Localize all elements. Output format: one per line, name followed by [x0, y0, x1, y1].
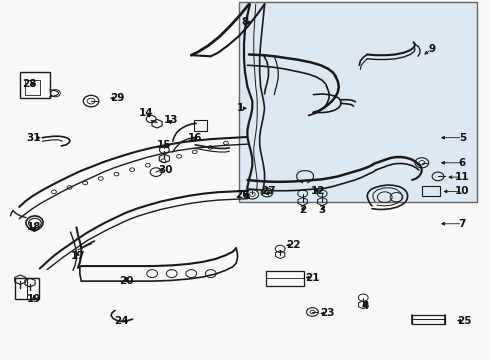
Bar — [20, 72, 49, 98]
Text: 7: 7 — [459, 219, 466, 229]
Text: 29: 29 — [110, 93, 124, 103]
Text: 19: 19 — [27, 294, 41, 304]
Bar — [422, 186, 441, 196]
Bar — [266, 271, 304, 286]
Text: 23: 23 — [320, 309, 334, 318]
Text: 21: 21 — [305, 273, 319, 283]
Text: 15: 15 — [157, 140, 171, 150]
Text: 9: 9 — [428, 44, 435, 54]
Bar — [412, 315, 445, 324]
Text: 18: 18 — [26, 222, 41, 232]
Text: 3: 3 — [318, 206, 326, 216]
Bar — [194, 121, 207, 131]
Text: 28: 28 — [22, 79, 36, 89]
Text: 6: 6 — [459, 158, 466, 168]
Text: 24: 24 — [115, 316, 129, 325]
Text: 16: 16 — [188, 133, 202, 143]
Text: 22: 22 — [286, 240, 300, 250]
Text: 1: 1 — [237, 103, 244, 113]
Text: 26: 26 — [235, 190, 250, 200]
Text: 12: 12 — [311, 186, 325, 197]
Text: 30: 30 — [159, 165, 173, 175]
Text: 25: 25 — [457, 316, 471, 325]
Text: 13: 13 — [164, 115, 178, 125]
Text: 31: 31 — [26, 133, 41, 143]
Bar — [25, 80, 40, 95]
Text: 5: 5 — [459, 133, 466, 143]
Text: 10: 10 — [455, 186, 470, 197]
Text: 20: 20 — [120, 276, 134, 286]
Text: 2: 2 — [299, 206, 306, 216]
Bar — [239, 3, 477, 202]
Text: 11: 11 — [455, 172, 470, 182]
Text: 8: 8 — [242, 17, 248, 27]
Text: 17: 17 — [71, 251, 85, 261]
Text: 4: 4 — [361, 301, 368, 311]
Bar — [15, 278, 39, 299]
Text: 27: 27 — [261, 186, 276, 197]
Text: 14: 14 — [139, 108, 153, 118]
